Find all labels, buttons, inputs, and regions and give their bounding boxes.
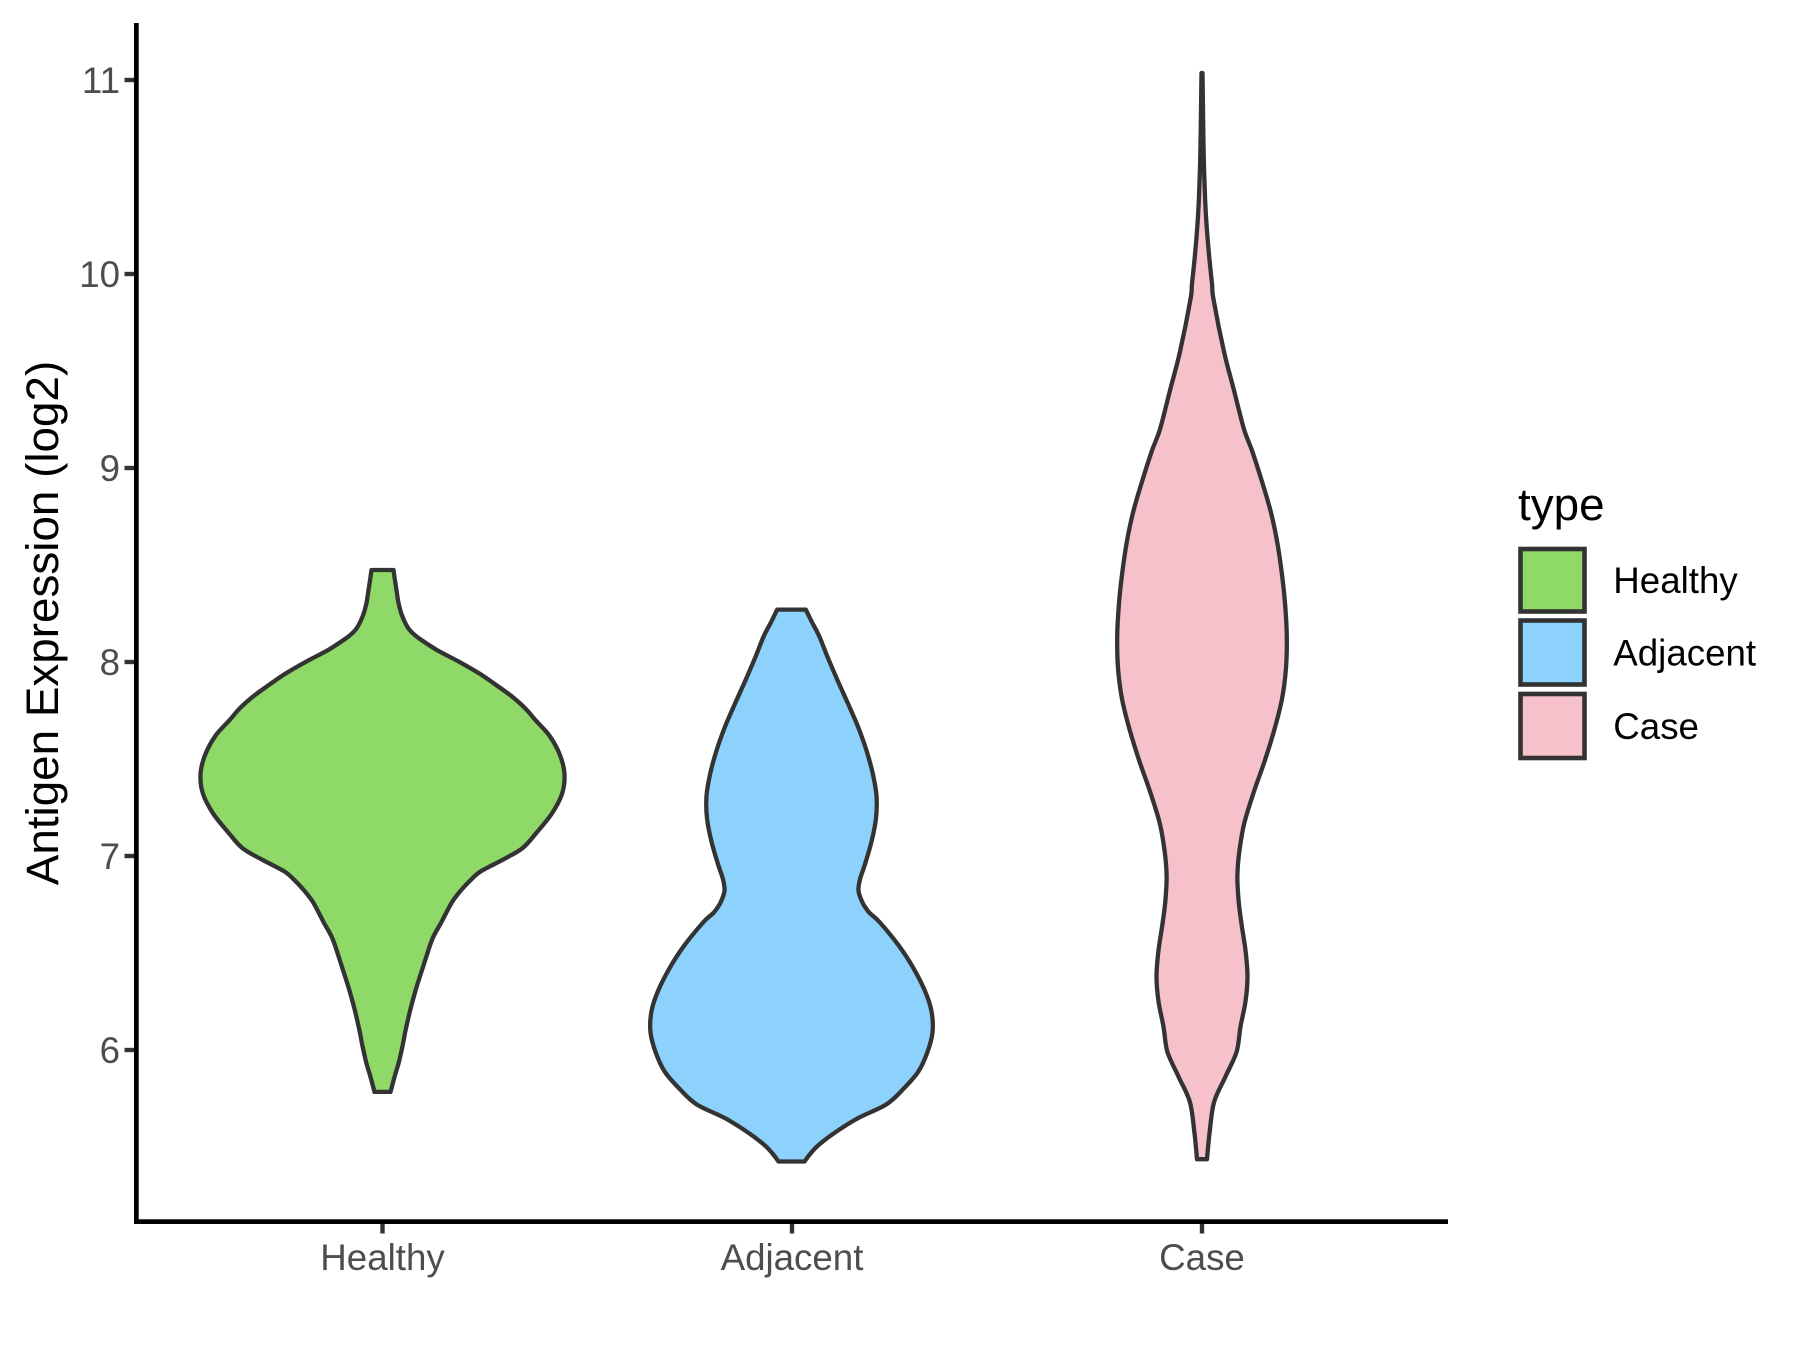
svg-text:9: 9 xyxy=(100,448,120,489)
svg-text:Case: Case xyxy=(1613,706,1699,747)
svg-text:7: 7 xyxy=(100,836,120,877)
svg-text:Healthy: Healthy xyxy=(1613,560,1738,601)
svg-text:Adjacent: Adjacent xyxy=(1613,633,1756,674)
svg-text:11: 11 xyxy=(82,60,120,101)
svg-text:6: 6 xyxy=(100,1030,120,1071)
svg-text:Case: Case xyxy=(1159,1237,1245,1278)
svg-text:8: 8 xyxy=(100,642,120,683)
svg-text:10: 10 xyxy=(79,254,120,295)
svg-text:Healthy: Healthy xyxy=(320,1237,445,1278)
svg-text:Adjacent: Adjacent xyxy=(721,1237,864,1278)
svg-text:Antigen Expression (log2): Antigen Expression (log2) xyxy=(17,361,68,885)
svg-text:type: type xyxy=(1518,479,1605,530)
